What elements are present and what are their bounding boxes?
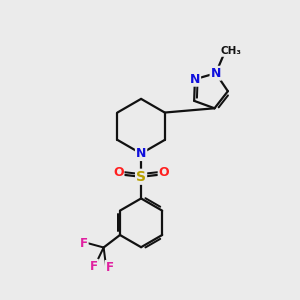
Text: O: O <box>159 167 169 179</box>
Text: F: F <box>90 260 98 273</box>
Text: O: O <box>113 167 124 179</box>
Text: S: S <box>136 170 146 184</box>
Text: N: N <box>136 147 146 160</box>
Text: F: F <box>80 236 88 250</box>
Text: CH₃: CH₃ <box>221 46 242 56</box>
Text: N: N <box>211 67 221 80</box>
Text: N: N <box>190 73 200 86</box>
Text: F: F <box>106 261 114 274</box>
